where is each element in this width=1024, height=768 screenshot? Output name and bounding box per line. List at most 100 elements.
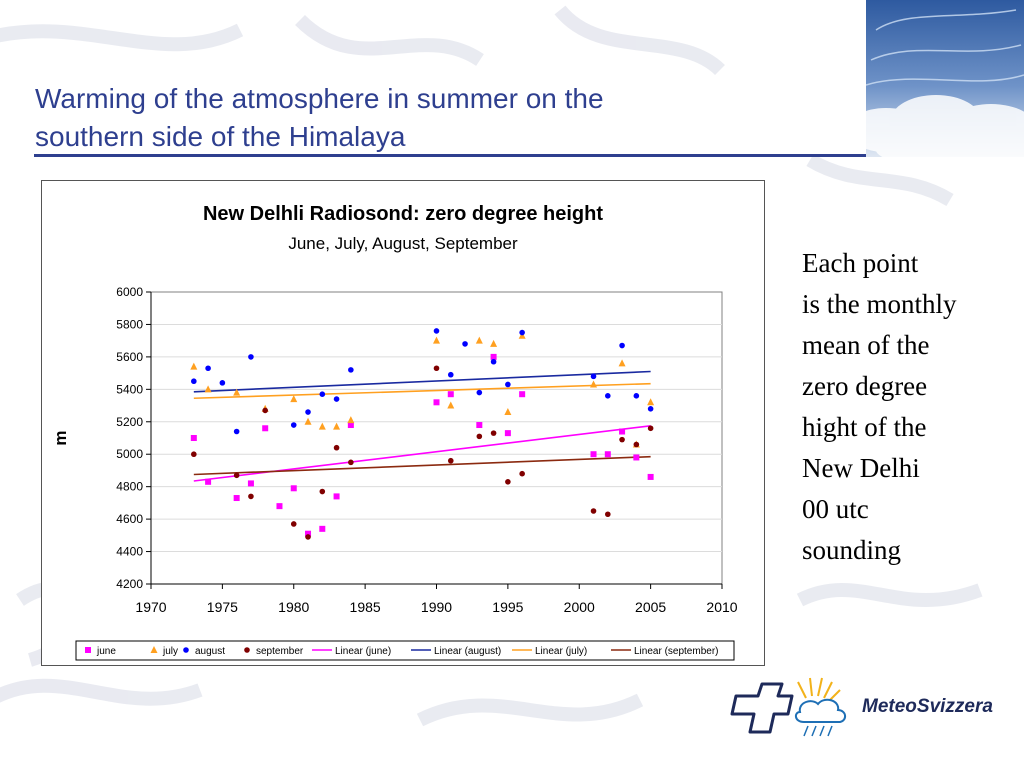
x-tick-label: 1980 xyxy=(278,599,309,615)
side-note-line: sounding xyxy=(802,535,902,565)
data-point-july xyxy=(433,336,440,344)
data-point-june xyxy=(190,435,197,441)
data-point-august xyxy=(619,342,625,349)
legend-marker-august xyxy=(183,647,189,653)
data-point-july xyxy=(333,422,341,430)
data-point-august xyxy=(605,393,611,399)
y-tick-label: 4600 xyxy=(116,512,143,526)
legend-label: august xyxy=(195,646,225,657)
data-point-september xyxy=(433,365,440,372)
data-point-june xyxy=(276,503,283,510)
legend-label: Linear (june) xyxy=(335,646,391,657)
legend-marker-september xyxy=(244,647,250,653)
data-point-july xyxy=(290,395,298,403)
data-point-july xyxy=(490,339,498,347)
legend-label: june xyxy=(96,646,116,657)
side-note-line: 00 utc xyxy=(802,494,869,524)
data-point-june xyxy=(233,495,240,502)
data-point-september xyxy=(619,436,625,443)
data-point-august xyxy=(433,328,440,334)
data-point-june xyxy=(490,353,497,360)
x-tick-label: 1975 xyxy=(207,599,238,615)
data-point-september xyxy=(319,488,326,495)
data-point-august xyxy=(490,358,497,365)
data-point-september xyxy=(262,407,268,414)
data-point-september xyxy=(191,451,197,458)
data-point-august xyxy=(248,354,254,360)
data-point-august xyxy=(447,371,454,378)
logo-text: MeteoSvizzera xyxy=(862,696,993,717)
y-axis-label: m xyxy=(51,430,70,445)
legend-label: september xyxy=(256,646,304,657)
data-point-august xyxy=(476,389,483,396)
data-point-june xyxy=(290,485,297,492)
side-note-line: Each point xyxy=(802,248,919,278)
data-point-july xyxy=(304,417,312,425)
trendline xyxy=(193,455,651,476)
data-point-august xyxy=(519,329,525,336)
data-point-june xyxy=(347,422,354,429)
data-point-july xyxy=(590,380,598,388)
side-note: Each point is the monthly mean of the zero … xyxy=(802,243,1017,571)
x-tick-label: 2005 xyxy=(635,599,666,615)
data-point-august xyxy=(505,381,511,388)
y-tick-label: 4800 xyxy=(116,480,143,494)
data-point-june xyxy=(619,428,626,435)
data-point-august xyxy=(233,428,240,435)
legend-label: Linear (august) xyxy=(434,646,501,657)
y-tick-label: 5200 xyxy=(116,415,143,429)
y-tick-label: 6000 xyxy=(116,285,143,299)
data-point-august xyxy=(590,373,597,380)
slide-title: Warming of the atmosphere in summer on t… xyxy=(35,80,855,156)
data-point-june xyxy=(447,391,454,398)
data-point-june xyxy=(519,391,526,398)
data-point-september xyxy=(305,534,311,540)
data-point-june xyxy=(590,451,597,458)
plot-area xyxy=(150,291,723,585)
data-point-september xyxy=(647,425,654,432)
data-point-august xyxy=(290,422,297,428)
data-point-june xyxy=(476,422,483,429)
data-point-june xyxy=(647,473,654,480)
data-point-september xyxy=(348,459,354,466)
data-point-july xyxy=(318,422,326,430)
data-point-august xyxy=(305,409,311,415)
data-point-september xyxy=(505,479,511,485)
legend-label: Linear (july) xyxy=(535,646,587,657)
chart-frame: New Delhli Radiosond: zero degree height… xyxy=(41,180,765,666)
legend-label: july xyxy=(162,646,178,657)
x-tick-label: 2000 xyxy=(564,599,595,615)
data-point-august xyxy=(319,391,326,397)
chart-subtitle: June, July, August, September xyxy=(288,234,518,253)
data-point-june xyxy=(604,451,611,458)
side-note-line: hight of the xyxy=(802,412,927,442)
y-tick-label: 5400 xyxy=(116,382,143,396)
y-tick-label: 5000 xyxy=(116,447,143,461)
data-point-june xyxy=(333,493,340,500)
x-tick-label: 1990 xyxy=(421,599,452,615)
y-tick-label: 5600 xyxy=(116,350,143,364)
y-tick-label: 5800 xyxy=(116,317,143,331)
legend-label: Linear (september) xyxy=(634,646,718,657)
y-tick-label: 4400 xyxy=(116,545,143,559)
data-point-june xyxy=(305,530,312,537)
data-point-june xyxy=(319,525,326,532)
data-point-september xyxy=(233,472,240,479)
data-point-june xyxy=(205,478,212,485)
y-tick-label: 4200 xyxy=(116,577,143,591)
data-point-september xyxy=(447,457,454,464)
data-point-september xyxy=(633,441,640,448)
data-point-june xyxy=(433,399,440,406)
side-note-line: New Delhi xyxy=(802,453,920,483)
sky-photo xyxy=(866,0,1024,157)
data-point-september xyxy=(333,444,340,451)
trendline xyxy=(193,382,651,400)
data-point-august xyxy=(219,380,226,386)
data-point-june xyxy=(633,454,640,461)
data-point-july xyxy=(618,359,626,367)
data-point-september xyxy=(519,470,525,477)
slide-title-line-1: Warming of the atmosphere in summer on t… xyxy=(35,83,604,114)
side-note-line: zero degree xyxy=(802,371,928,401)
data-point-august xyxy=(462,341,468,347)
side-note-line: mean of the xyxy=(802,330,930,360)
